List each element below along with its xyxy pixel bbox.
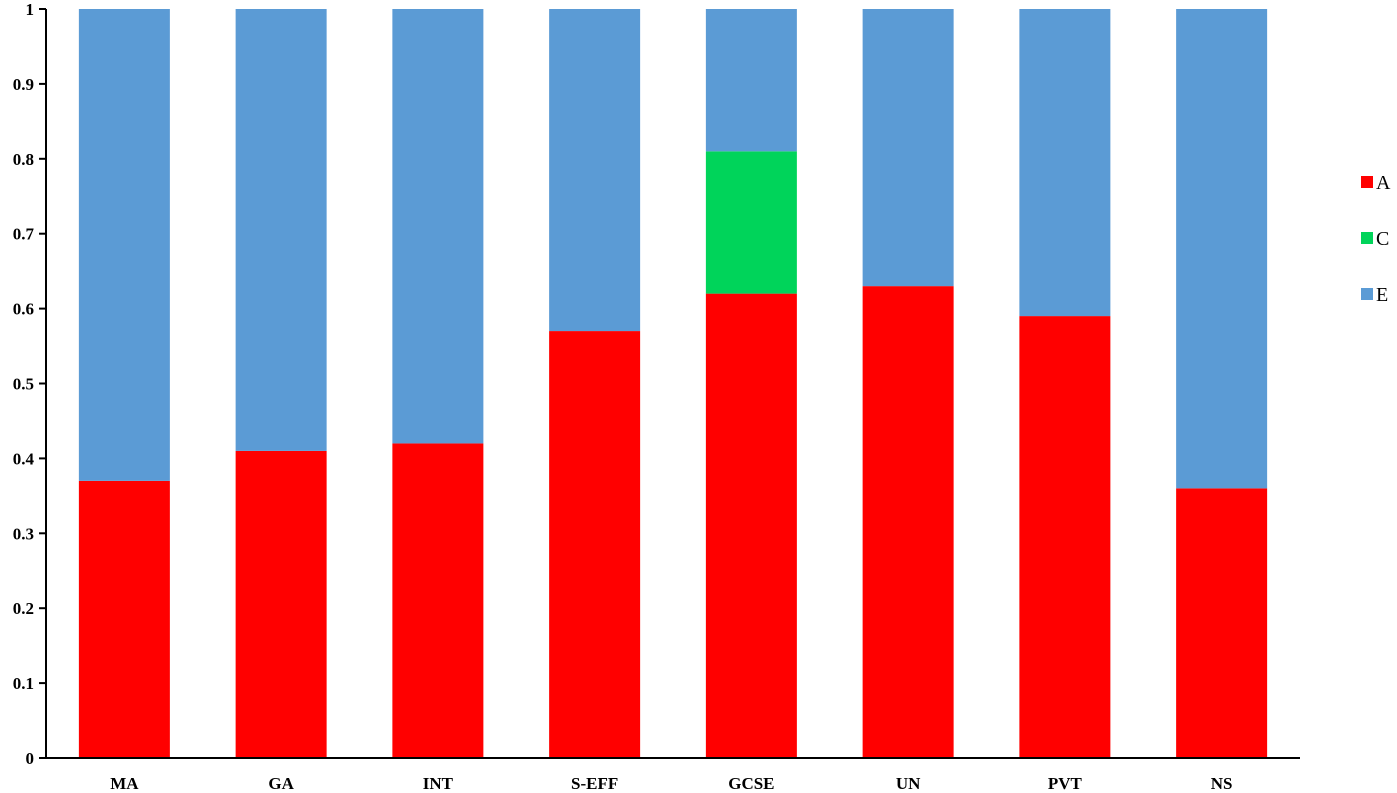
x-tick-label: MA [110, 774, 139, 793]
y-tick-label: 0.6 [13, 300, 34, 319]
legend-swatch [1361, 232, 1373, 244]
bar-stack-ga [235, 9, 327, 758]
bar-segment-a [235, 450, 327, 758]
bar-stack-ma [78, 9, 170, 758]
y-tick-label: 0.8 [13, 150, 34, 169]
y-tick-label: 0.7 [13, 225, 35, 244]
legend-label: E [1376, 284, 1388, 306]
x-tick-label: UN [896, 774, 921, 793]
y-tick-label: 0.4 [13, 449, 35, 468]
bar-segment-a [1176, 488, 1268, 758]
bar-stack-s-eff [549, 9, 641, 758]
legend-item-a: A [1361, 172, 1391, 194]
y-tick-label: 0.2 [13, 599, 34, 618]
legend-label: C [1376, 228, 1389, 250]
bar-stack-un [862, 9, 954, 758]
legend: A C E [1361, 172, 1391, 306]
bar-segment-c [705, 151, 797, 294]
bar-segment-a [392, 443, 484, 758]
bar-stack-gcse [705, 9, 797, 758]
y-tick-label: 0 [26, 749, 35, 768]
bar-segment-e [1176, 9, 1268, 489]
bar-segment-e [235, 9, 327, 451]
bar-stack-pvt [1019, 9, 1111, 758]
y-tick-label: 1 [26, 0, 35, 19]
bar-segment-a [1019, 316, 1111, 758]
y-tick-label: 0.9 [13, 75, 34, 94]
bars [78, 9, 1268, 758]
legend-item-c: C [1361, 228, 1389, 250]
legend-swatch [1361, 288, 1373, 300]
bar-stack-ns [1176, 9, 1268, 758]
x-tick-label: INT [423, 774, 454, 793]
legend-item-e: E [1361, 284, 1388, 306]
legend-label: A [1376, 172, 1391, 194]
y-tick-label: 0.3 [13, 524, 34, 543]
x-tick-label: S-EFF [571, 774, 618, 793]
y-axis: 0 0.1 0.2 0.3 0.4 0.5 0.6 0.7 0.8 0.9 1 [13, 0, 47, 768]
bar-segment-a [705, 293, 797, 758]
x-tick-label: NS [1211, 774, 1233, 793]
x-tick-label: GCSE [728, 774, 774, 793]
x-tick-label: PVT [1048, 774, 1083, 793]
y-tick-label: 0.1 [13, 674, 34, 693]
bar-stack-int [392, 9, 484, 758]
bar-segment-e [78, 9, 170, 481]
bar-segment-a [78, 480, 170, 758]
x-axis: MA GA INT S-EFF GCSE UN PVT NS [39, 757, 1300, 793]
bar-segment-e [549, 9, 641, 332]
bar-segment-a [862, 286, 954, 758]
bar-segment-e [392, 9, 484, 444]
bar-segment-a [549, 331, 641, 758]
y-tick-label: 0.5 [13, 375, 34, 394]
x-tick-label: GA [268, 774, 294, 793]
bar-segment-e [705, 9, 797, 152]
legend-swatch [1361, 176, 1373, 188]
bar-segment-e [862, 9, 954, 287]
bar-segment-e [1019, 9, 1111, 317]
